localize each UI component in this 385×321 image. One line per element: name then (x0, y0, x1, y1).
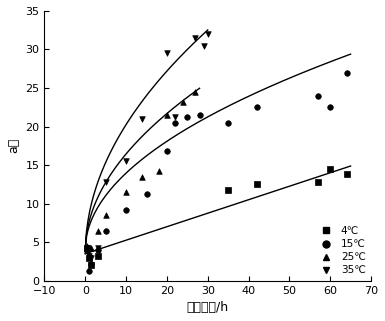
Point (84, 247, 90, 252)
Point (103, 228, 109, 233)
Point (139, 116, 146, 121)
X-axis label: 反应时间/h: 反应时间/h (187, 301, 229, 314)
Point (327, 166, 333, 171)
Point (172, 120, 178, 125)
Point (164, 112, 170, 117)
Point (156, 169, 162, 174)
Point (94, 228, 100, 233)
Point (94, 246, 100, 251)
Point (88, 261, 94, 266)
Point (103, 213, 109, 218)
Point (85, 251, 92, 256)
Point (327, 105, 333, 110)
Legend: 4℃, 15℃, 25℃, 35℃: 4℃, 15℃, 25℃, 35℃ (316, 226, 366, 275)
Point (94, 253, 100, 258)
Point (225, 120, 231, 125)
Point (254, 105, 260, 110)
Point (85, 269, 92, 274)
Point (192, 35, 199, 40)
Point (343, 70, 350, 75)
Point (84, 246, 90, 251)
Point (315, 179, 321, 185)
Point (164, 51, 170, 56)
Point (85, 253, 92, 258)
Point (123, 207, 129, 212)
Point (94, 247, 100, 252)
Point (180, 99, 186, 104)
Point (123, 159, 129, 164)
Point (84, 246, 90, 251)
Point (343, 171, 350, 176)
Point (123, 189, 129, 195)
Point (315, 93, 321, 98)
Point (196, 112, 203, 117)
Y-axis label: a値: a値 (7, 138, 20, 153)
Point (139, 174, 146, 179)
Point (88, 246, 94, 251)
Point (103, 179, 109, 185)
Point (84, 243, 90, 248)
Point (144, 192, 150, 197)
Point (205, 31, 211, 37)
Point (88, 255, 94, 260)
Point (254, 182, 260, 187)
Point (172, 115, 178, 120)
Point (164, 149, 170, 154)
Point (88, 263, 94, 268)
Point (225, 188, 231, 193)
Point (201, 43, 207, 48)
Point (192, 89, 199, 94)
Point (184, 115, 191, 120)
Point (85, 255, 92, 260)
